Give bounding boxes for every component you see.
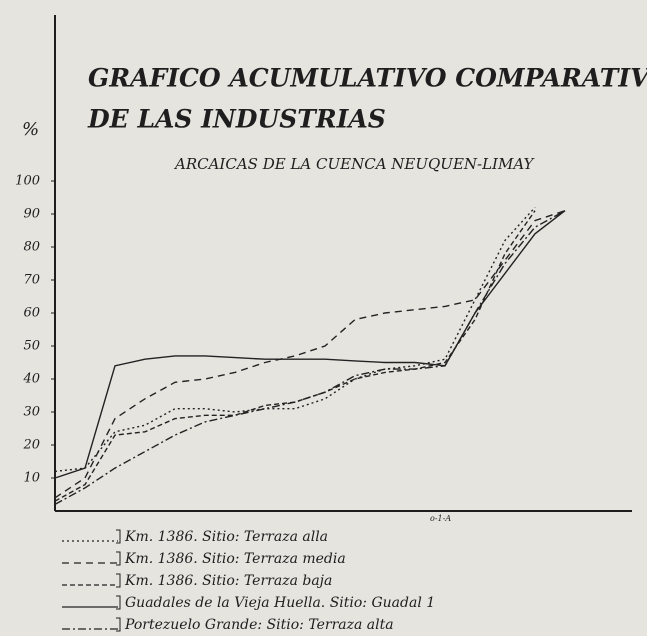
y-tick-label: 70	[23, 273, 40, 288]
legend-bracket	[116, 617, 121, 632]
y-tick-label: 30	[23, 405, 40, 420]
y-tick-label: 100	[15, 174, 40, 189]
y-axis-label: %	[22, 119, 39, 140]
legend-label: Km. 1386. Sitio: Terraza baja	[124, 573, 332, 589]
legend-label: Portezuelo Grande: Sitio: Terraza alta	[124, 617, 394, 633]
y-tick-label: 90	[23, 207, 40, 222]
y-tick-label: 60	[23, 306, 40, 321]
legend-label: Km. 1386. Sitio: Terraza alla	[124, 529, 328, 545]
chart-title-line2: DE LAS INDUSTRIAS	[87, 105, 386, 134]
chart-title: GRAFICO ACUMULATIVO COMPARATIVO	[88, 64, 647, 93]
y-tick-label: 10	[23, 471, 40, 486]
annotation: o-1-A	[430, 514, 451, 523]
y-tick-label: 80	[23, 240, 40, 255]
legend-label: Km. 1386. Sitio: Terraza media	[124, 551, 346, 567]
y-tick-label: 40	[22, 372, 40, 387]
legend-label: Guadales de la Vieja Huella. Sitio: Guad…	[125, 595, 435, 611]
legend-bracket	[116, 529, 121, 544]
series-line	[54, 210, 566, 479]
legend-bracket	[116, 595, 121, 610]
series-line	[54, 210, 566, 506]
legend-bracket	[116, 551, 121, 566]
y-tick-label: 20	[22, 438, 40, 453]
y-tick-label: 50	[23, 339, 40, 354]
chart-subtitle: ARCAICAS DE LA CUENCA NEUQUEN-LIMAY	[173, 155, 536, 173]
legend-bracket	[116, 573, 121, 588]
series-line	[54, 210, 566, 499]
